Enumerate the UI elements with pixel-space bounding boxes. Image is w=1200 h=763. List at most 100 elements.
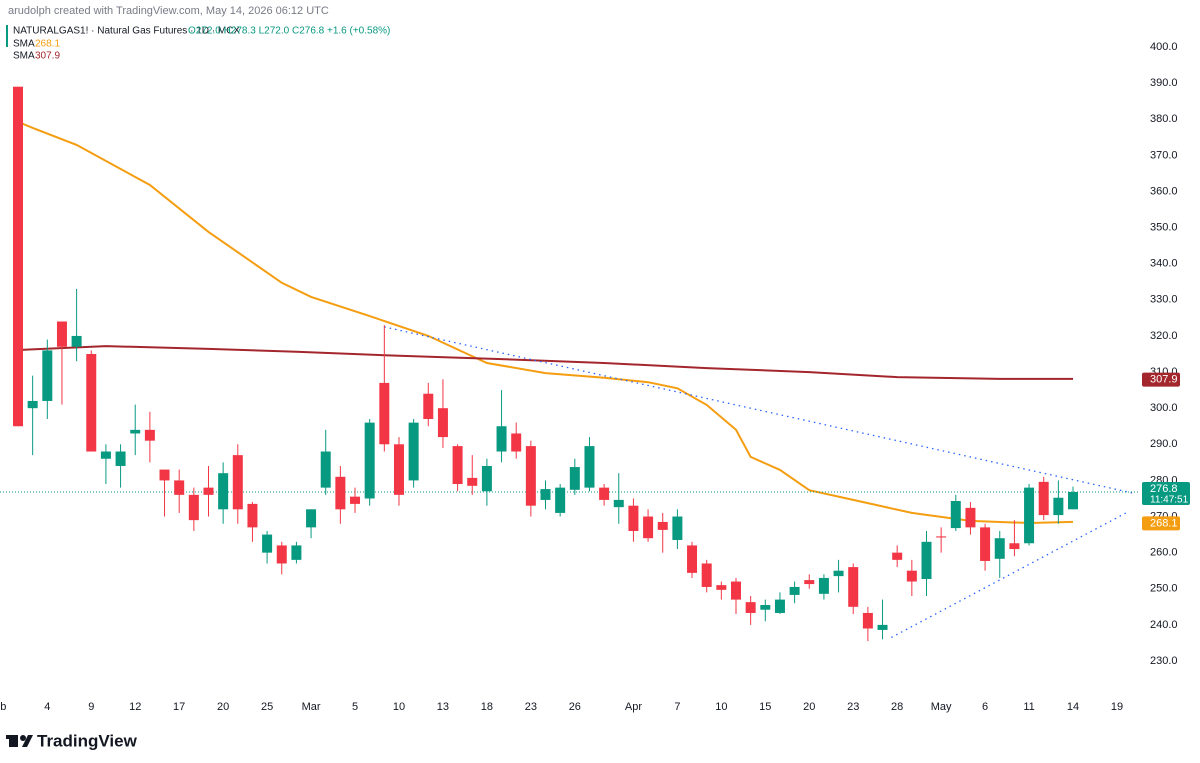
sma-price-label: 268.1 bbox=[1150, 517, 1178, 529]
candle-body bbox=[452, 446, 463, 485]
y-tick-label: 400.0 bbox=[1150, 41, 1178, 53]
candle-body bbox=[584, 446, 595, 488]
candle-body bbox=[306, 509, 317, 528]
candle-body bbox=[760, 605, 771, 610]
sma-legend-name: SMA bbox=[13, 51, 35, 62]
x-tick-label: 26 bbox=[569, 701, 581, 713]
candle-body bbox=[423, 393, 434, 420]
candle-body bbox=[906, 570, 917, 582]
sma-line bbox=[17, 120, 1074, 525]
candle-body bbox=[42, 350, 53, 401]
countdown-label: 11:47:51 bbox=[1150, 495, 1189, 506]
candle-body bbox=[364, 422, 375, 499]
candle-body bbox=[877, 624, 888, 630]
y-tick-label: 340.0 bbox=[1150, 258, 1178, 270]
candle-body bbox=[980, 527, 991, 561]
candle-body bbox=[994, 538, 1005, 559]
y-tick-label: 360.0 bbox=[1150, 185, 1178, 197]
x-tick-label: 15 bbox=[759, 701, 771, 713]
candle-body bbox=[848, 567, 859, 607]
candle-body bbox=[628, 505, 639, 531]
x-tick-label: 4 bbox=[44, 701, 50, 713]
x-tick-label: 19 bbox=[1111, 701, 1123, 713]
candle-body bbox=[525, 446, 536, 506]
candle-body bbox=[1068, 491, 1079, 510]
x-tick-label: Mar bbox=[302, 701, 321, 713]
attribution: arudolph created with TradingView.com, M… bbox=[8, 5, 329, 17]
sma-legend-value: 307.9 bbox=[35, 51, 60, 62]
candle-body bbox=[730, 581, 741, 600]
candle-body bbox=[599, 487, 610, 500]
candle-body bbox=[1038, 481, 1049, 516]
x-tick-label: 5 bbox=[352, 701, 358, 713]
candle-body bbox=[936, 536, 947, 538]
symbol-marker bbox=[6, 25, 8, 47]
y-tick-label: 320.0 bbox=[1150, 330, 1178, 342]
y-tick-label: 350.0 bbox=[1150, 221, 1178, 233]
x-tick-label: 23 bbox=[847, 701, 859, 713]
x-tick-label: 13 bbox=[437, 701, 449, 713]
candle-body bbox=[393, 444, 404, 495]
candle-body bbox=[218, 473, 229, 510]
candle-body bbox=[203, 487, 214, 495]
candle-body bbox=[481, 465, 492, 492]
candle-body bbox=[1009, 543, 1020, 550]
candle-body bbox=[350, 496, 361, 504]
y-tick-label: 290.0 bbox=[1150, 438, 1178, 450]
candle-body bbox=[921, 541, 932, 580]
y-tick-label: 240.0 bbox=[1150, 619, 1178, 631]
last-price-label: 276.8 bbox=[1150, 483, 1178, 495]
y-tick-label: 230.0 bbox=[1150, 655, 1178, 667]
x-tick-label: 20 bbox=[217, 701, 229, 713]
sma-price-box bbox=[1142, 516, 1180, 531]
x-tick-label: 10 bbox=[393, 701, 405, 713]
candle-body bbox=[276, 545, 287, 564]
candle-body bbox=[56, 321, 67, 347]
sma-line bbox=[17, 345, 1073, 380]
candle-body bbox=[1053, 497, 1064, 516]
candle-body bbox=[467, 477, 478, 486]
candle-body bbox=[950, 500, 961, 529]
x-tick-label: 18 bbox=[481, 701, 493, 713]
x-tick-label: 11 bbox=[1023, 701, 1034, 713]
x-tick-label: 25 bbox=[261, 701, 273, 713]
x-tick-label: 17 bbox=[173, 701, 185, 713]
ohlc-legend: O272.0 H278.3 L272.0 C276.8 +1.6 (+0.58%… bbox=[188, 26, 390, 37]
candle-body bbox=[262, 534, 273, 553]
candle-body bbox=[643, 516, 654, 539]
candle-body bbox=[833, 570, 844, 577]
x-tick-label: 9 bbox=[88, 701, 94, 713]
sma-legend-value: 268.1 bbox=[35, 39, 60, 50]
candle-body bbox=[247, 503, 258, 528]
candle-body bbox=[335, 476, 346, 510]
candle-body bbox=[716, 585, 727, 590]
trendline bbox=[384, 326, 1134, 494]
candle-body bbox=[71, 335, 82, 347]
y-tick-label: 300.0 bbox=[1150, 402, 1178, 414]
candle-body bbox=[408, 422, 419, 481]
brand-name: TradingView bbox=[37, 731, 138, 750]
candle-body bbox=[159, 469, 170, 481]
candle-body bbox=[437, 408, 448, 438]
x-tick-label: 7 bbox=[674, 701, 680, 713]
x-tick-label: Apr bbox=[625, 701, 642, 713]
y-tick-label: 250.0 bbox=[1150, 583, 1178, 595]
candle-body bbox=[511, 433, 522, 452]
x-tick-label: 20 bbox=[803, 701, 815, 713]
y-tick-label: 390.0 bbox=[1150, 77, 1178, 89]
brand-logo: TradingView bbox=[6, 731, 138, 750]
y-tick-label: 260.0 bbox=[1150, 547, 1178, 559]
x-tick-label: 28 bbox=[891, 701, 903, 713]
y-tick-label: 370.0 bbox=[1150, 149, 1178, 161]
candle-body bbox=[174, 480, 185, 495]
price-axis: 230.0240.0250.0260.0270.0280.0290.0300.0… bbox=[1142, 41, 1190, 667]
candle-body bbox=[965, 507, 976, 528]
x-tick-label: b bbox=[0, 701, 6, 713]
candle-body bbox=[789, 586, 800, 595]
candle-body bbox=[657, 521, 668, 530]
candle-body bbox=[144, 429, 155, 441]
candle-body bbox=[540, 489, 551, 500]
candle-body bbox=[188, 494, 199, 521]
x-tick-label: 14 bbox=[1067, 701, 1079, 713]
candle-body bbox=[774, 599, 785, 613]
